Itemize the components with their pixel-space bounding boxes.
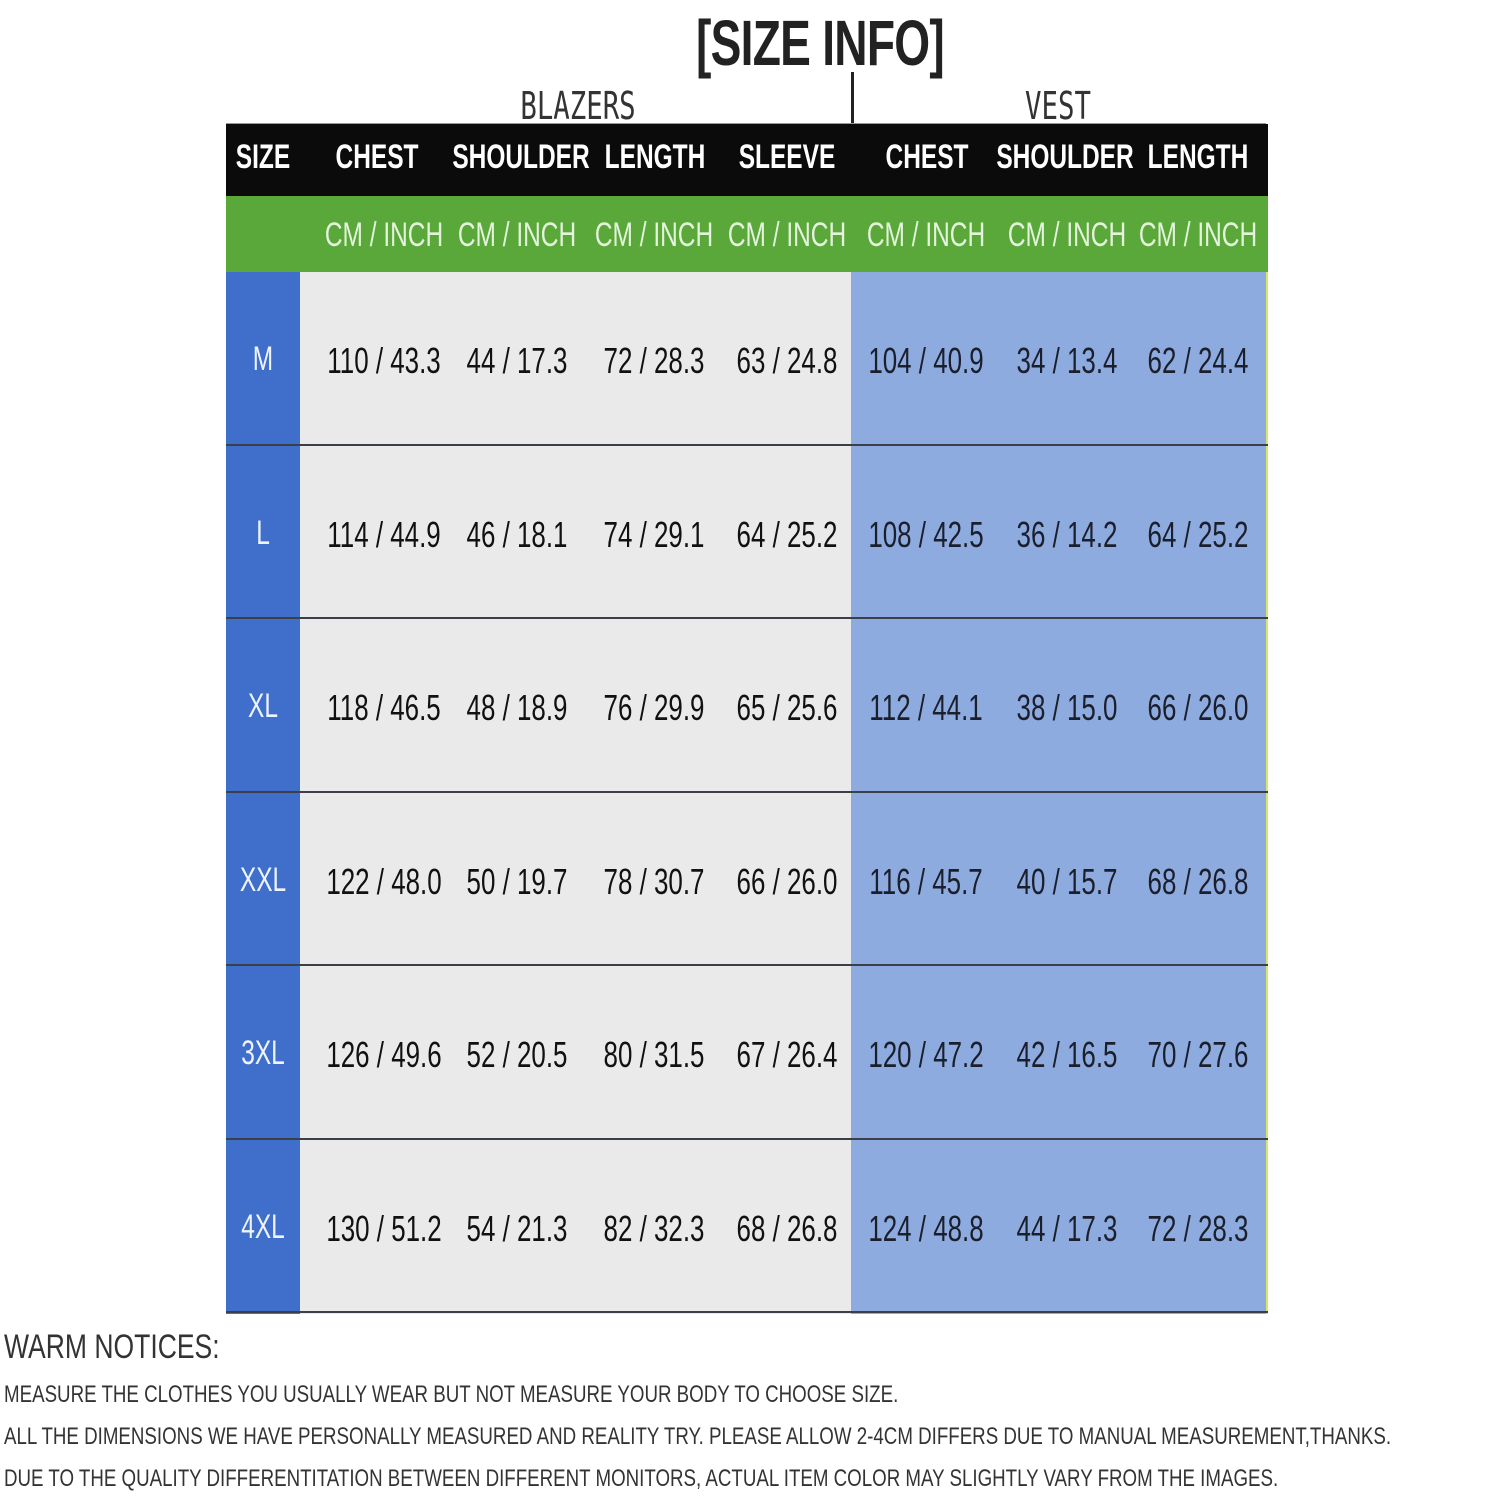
notice-line: MEASURE THE CLOTHES YOU USUALLY WEAR BUT… [4,1381,899,1408]
measurement-cell: 64 / 25.2 [736,513,838,555]
measurement-cell: 124 / 48.8 [868,1207,984,1249]
column-header: SHOULDER [452,138,590,176]
measurement-cell: 82 / 32.3 [603,1207,705,1249]
measurement-cell: 34 / 13.4 [1016,340,1118,381]
group-label-blazers: BLAZERS [520,84,636,128]
measurement-cell: 112 / 44.1 [869,687,983,728]
blazer-section [300,272,851,1314]
column-header: SHOULDER [996,138,1134,176]
size-label: M [252,340,274,378]
measurement-cell: 67 / 26.4 [736,1034,838,1075]
unit-label: CM / INCH [866,216,986,254]
column-header: LENGTH [1147,138,1249,176]
size-label: 4XL [241,1207,285,1246]
measurement-cell: 64 / 25.2 [1147,513,1249,555]
measurement-cell: 74 / 29.1 [603,513,705,555]
measurement-cell: 72 / 28.3 [1147,1207,1249,1249]
measurement-cell: 108 / 42.5 [868,513,984,555]
measurement-cell: 42 / 16.5 [1016,1034,1118,1075]
measurement-cell: 63 / 24.8 [736,340,838,381]
measurement-cell: 68 / 26.8 [736,1207,838,1249]
measurement-cell: 38 / 15.0 [1016,687,1118,728]
measurement-cell: 114 / 44.9 [327,513,441,555]
row-divider [226,790,1268,793]
notice-line: ALL THE DIMENSIONS WE HAVE PERSONALLY ME… [4,1423,1392,1450]
row-divider [226,617,1268,619]
unit-label: CM / INCH [594,216,714,254]
page-title: [SIZE INFO] [695,7,945,79]
notice-line: DUE TO THE QUALITY DIFFERENTITATION BETW… [4,1465,1279,1492]
table-row: XL 118 / 46.5 48 / 18.9 76 / 29.9 65 / 25.6 1… [226,619,1268,793]
measurement-cell: 116 / 45.7 [869,860,983,902]
notice-title: WARM NOTICES: [4,1328,220,1366]
column-header: CHEST [885,138,969,176]
measurement-cell: 76 / 29.9 [603,687,705,728]
measurement-cell: 110 / 43.3 [327,340,441,381]
measurement-cell: 66 / 26.0 [1147,687,1249,728]
measurement-cell: 52 / 20.5 [466,1034,568,1075]
table-row: M 110 / 43.3 44 / 17.3 72 / 28.3 63 / 24.8 10… [226,272,1268,446]
row-divider [226,964,1268,966]
measurement-cell: 126 / 49.6 [326,1034,442,1075]
row-divider [226,443,1268,446]
unit-label: CM / INCH [1138,216,1258,254]
measurement-cell: 44 / 17.3 [1016,1207,1118,1249]
measurement-cell: 70 / 27.6 [1147,1034,1249,1075]
group-label-vest: VEST [1025,84,1091,128]
table-row: XXL 122 / 48.0 50 / 19.7 78 / 30.7 66 / 26.0… [226,793,1268,966]
measurement-cell: 130 / 51.2 [326,1207,442,1249]
measurement-cell: 65 / 25.6 [736,687,838,728]
vest-section [851,272,1268,1314]
size-label: XXL [239,860,287,899]
table-header: SIZE CHEST SHOULDER LENGTH SLEEVE CHEST SHOULD… [226,124,1268,196]
table-body: M 110 / 43.3 44 / 17.3 72 / 28.3 63 / 24.8 10… [226,272,1268,1314]
title-divider [851,72,854,124]
measurement-cell: 50 / 19.7 [466,860,568,902]
unit-row: CM / INCH CM / INCH CM / INCH CM / INCH CM /… [226,196,1268,274]
measurement-cell: 68 / 26.8 [1147,860,1249,902]
measurement-cell: 78 / 30.7 [603,860,705,902]
unit-label: CM / INCH [1007,216,1127,254]
row-divider [226,1311,1268,1313]
table-row: L 114 / 44.9 46 / 18.1 74 / 29.1 64 / 25.2 10… [226,446,1268,619]
measurement-cell: 104 / 40.9 [868,340,984,381]
size-table: SIZE CHEST SHOULDER LENGTH SLEEVE CHEST SHOULD… [226,124,1268,1314]
column-header: CHEST [335,138,419,176]
size-label: 3XL [241,1034,285,1072]
column-header: SIZE [235,138,291,176]
size-label: XL [248,687,278,725]
measurement-cell: 62 / 24.4 [1147,340,1249,381]
size-label: L [256,513,270,552]
group-divider [226,123,1266,124]
measurement-cell: 46 / 18.1 [466,513,568,555]
row-divider [226,1137,1268,1140]
column-header: LENGTH [604,138,706,176]
measurement-cell: 54 / 21.3 [466,1207,568,1249]
size-column [226,272,300,1314]
measurement-cell: 66 / 26.0 [736,860,838,902]
table-row: 4XL 130 / 51.2 54 / 21.3 82 / 32.3 68 / 26.8… [226,1140,1268,1313]
unit-label: CM / INCH [324,216,444,254]
measurement-cell: 36 / 14.2 [1016,513,1118,555]
measurement-cell: 80 / 31.5 [603,1034,705,1075]
unit-label: CM / INCH [457,216,577,254]
measurement-cell: 120 / 47.2 [868,1034,984,1075]
measurement-cell: 118 / 46.5 [327,687,441,728]
measurement-cell: 122 / 48.0 [326,860,442,902]
measurement-cell: 72 / 28.3 [603,340,705,381]
table-row: 3XL 126 / 49.6 52 / 20.5 80 / 31.5 67 / 26.4… [226,966,1268,1140]
measurement-cell: 44 / 17.3 [466,340,568,381]
column-header: SLEEVE [738,138,836,176]
measurement-cell: 40 / 15.7 [1016,860,1118,902]
unit-label: CM / INCH [727,216,847,254]
measurement-cell: 48 / 18.9 [466,687,568,728]
